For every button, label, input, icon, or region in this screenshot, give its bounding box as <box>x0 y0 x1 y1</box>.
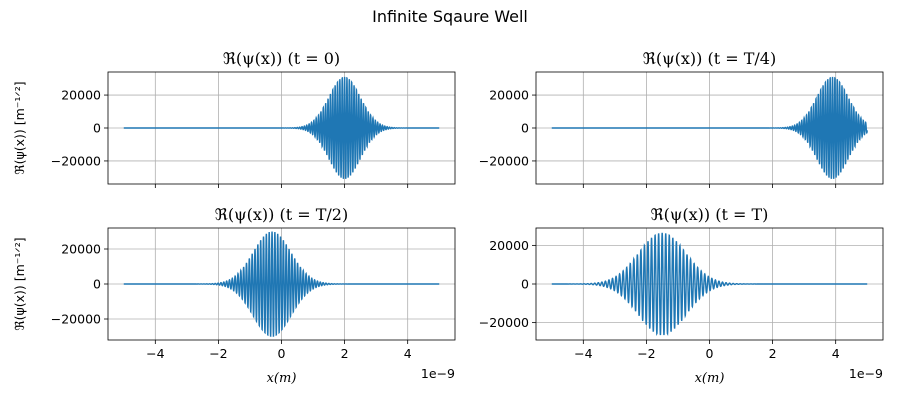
y-tick-label-1: 0 <box>93 277 101 292</box>
y-tick-label-0: −20000 <box>479 315 529 330</box>
x-tick-label-1: −2 <box>209 346 227 361</box>
x-tick-label-1: −2 <box>637 346 655 361</box>
x-tick-label-3: 2 <box>341 346 349 361</box>
series-line <box>551 232 868 336</box>
y-tick-label-0: −20000 <box>51 153 101 168</box>
x-axis-label: x(m) <box>695 371 725 386</box>
series-line <box>123 76 440 179</box>
y-tick-label-0: −20000 <box>479 153 529 168</box>
x-axis-label: x(m) <box>267 371 297 386</box>
x-tick-label-2: 0 <box>706 346 714 361</box>
x-tick-label-3: 2 <box>769 346 777 361</box>
x-offset-text: 1e−9 <box>421 366 455 381</box>
subplot-title: ℜ(ψ(x)) (t = T) <box>651 205 769 224</box>
x-tick-label-4: 4 <box>832 346 840 361</box>
y-axis-label: ℜ(ψ(x)) [m⁻¹ᐟ²] <box>12 81 27 174</box>
subplot-title: ℜ(ψ(x)) (t = T/2) <box>215 205 348 224</box>
subplot-3: −4 −2 0 2 4 −20000 0 20000 ℜ(ψ(x)) (t = T/2) ℜ(ψ(… <box>12 205 456 386</box>
y-tick-label-2: 20000 <box>61 242 101 257</box>
x-tick-label-0: −4 <box>574 346 592 361</box>
subplot-title: ℜ(ψ(x)) (t = T/4) <box>643 49 776 68</box>
series-line <box>123 231 440 337</box>
y-tick-label-1: 0 <box>521 121 529 136</box>
y-axis-label: ℜ(ψ(x)) [m⁻¹ᐟ²] <box>12 237 27 330</box>
subplot-2: −20000 0 20000 ℜ(ψ(x)) (t = T/4) <box>479 49 884 188</box>
subplot-title: ℜ(ψ(x)) (t = 0) <box>223 49 340 68</box>
figure-suptitle: Infinite Sqaure Well <box>372 7 528 26</box>
y-tick-label-2: 20000 <box>61 88 101 103</box>
y-tick-label-1: 0 <box>521 277 529 292</box>
x-offset-text: 1e−9 <box>849 366 883 381</box>
x-tick-label-0: −4 <box>146 346 164 361</box>
subplot-1: −20000 0 20000 ℜ(ψ(x)) (t = 0) ℜ(ψ(x)) [m⁻¹ᐟ… <box>12 49 456 188</box>
y-tick-label-1: 0 <box>93 121 101 136</box>
series-line <box>551 76 868 179</box>
y-tick-label-0: −20000 <box>51 312 101 327</box>
x-tick-label-2: 0 <box>278 346 286 361</box>
x-tick-label-4: 4 <box>404 346 412 361</box>
subplot-4: −4 −2 0 2 4 −20000 0 20000 ℜ(ψ(x)) (t = T) x(m) 1e… <box>479 205 884 386</box>
y-tick-label-2: 20000 <box>489 88 529 103</box>
y-tick-label-2: 20000 <box>489 238 529 253</box>
